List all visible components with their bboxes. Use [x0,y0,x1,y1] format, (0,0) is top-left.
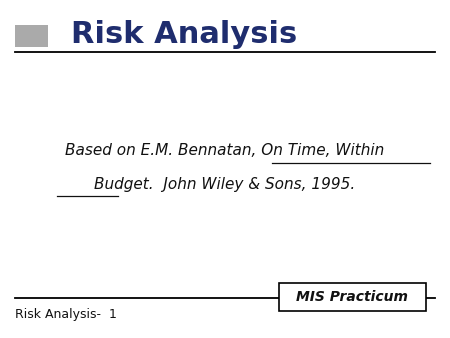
Text: Based on E.M. Bennatan, On Time, Within: Based on E.M. Bennatan, On Time, Within [65,143,385,158]
Text: Budget.  John Wiley & Sons, 1995.: Budget. John Wiley & Sons, 1995. [94,176,356,192]
Text: Risk Analysis-  1: Risk Analysis- 1 [15,308,117,321]
Text: MIS Practicum: MIS Practicum [297,290,409,304]
FancyBboxPatch shape [15,25,48,47]
FancyBboxPatch shape [279,283,426,312]
Text: Risk Analysis: Risk Analysis [71,20,297,49]
